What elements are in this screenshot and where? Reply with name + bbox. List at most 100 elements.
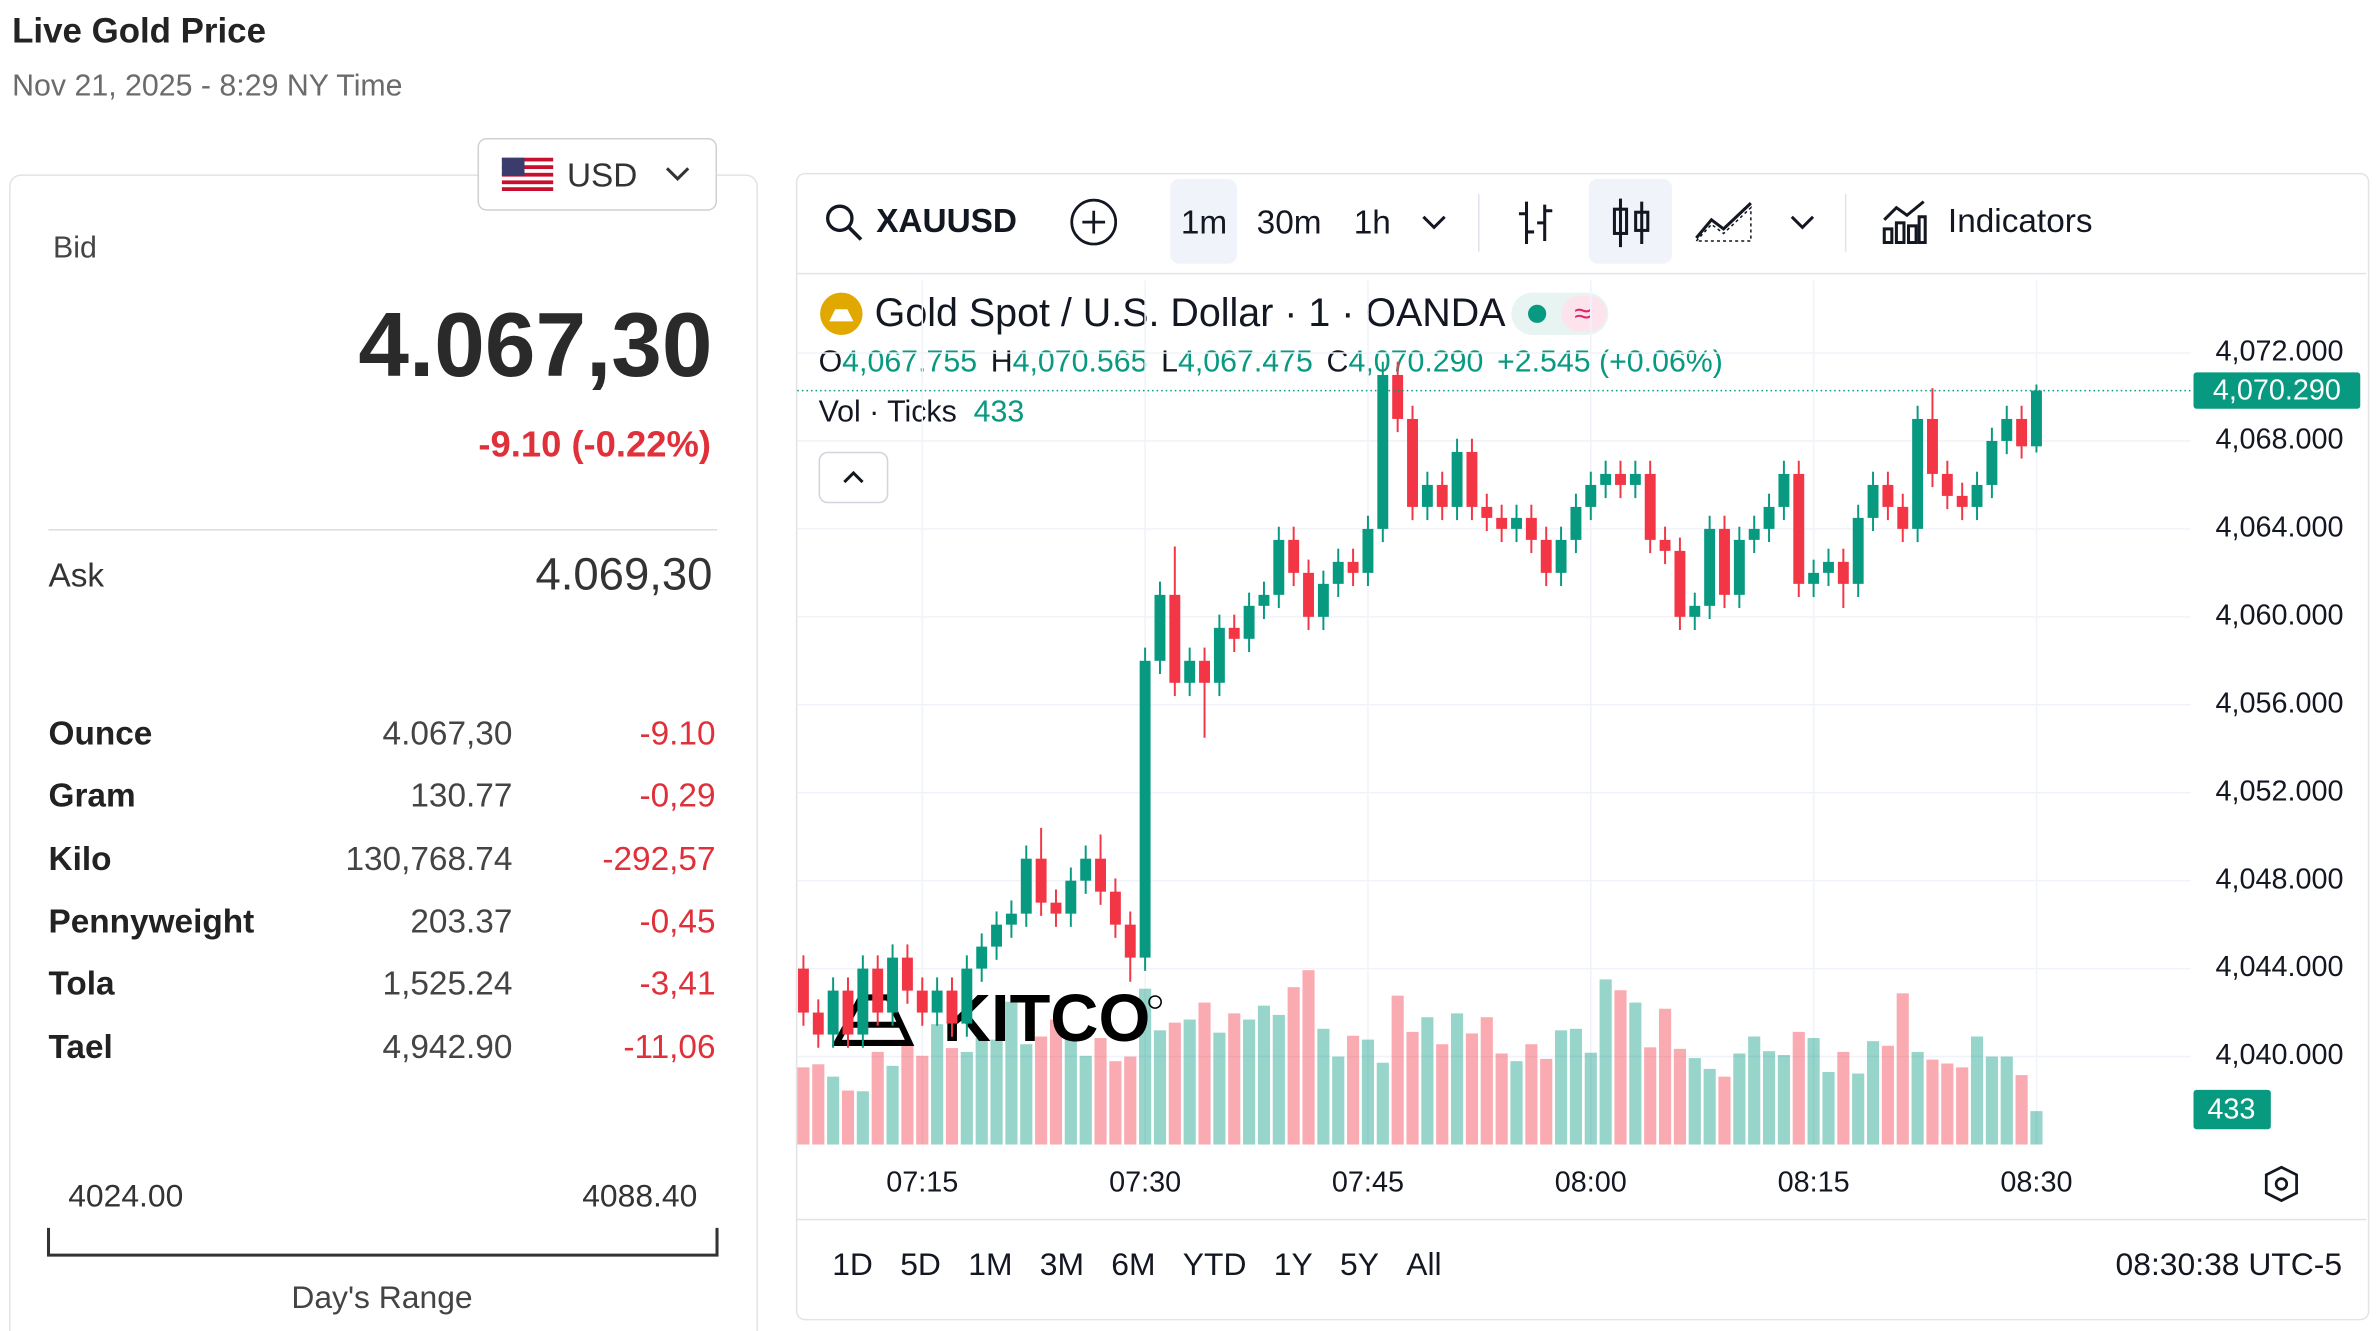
volume-bar	[841, 1090, 855, 1145]
range-button[interactable]: 1M	[968, 1247, 1013, 1283]
volume-bar	[1852, 1073, 1865, 1145]
search-icon[interactable]	[823, 202, 865, 244]
chevron[interactable]	[1790, 215, 1815, 230]
range-button[interactable]: 6M	[1111, 1247, 1156, 1283]
candle-body	[1763, 506, 1775, 529]
x-tick-label: 08:00	[1555, 1167, 1627, 1199]
range-button[interactable]: 1Y	[1273, 1247, 1313, 1283]
volume-tag-label: 433	[2207, 1094, 2255, 1126]
unit-change: -292,57	[602, 839, 716, 878]
candle-body	[1585, 484, 1597, 507]
bars-icon[interactable]	[1514, 199, 1556, 248]
candle-body	[1704, 528, 1716, 606]
volume-bar	[1049, 1019, 1063, 1145]
indicators[interactable]: Indicators	[1947, 201, 2093, 240]
volume-bar	[1599, 979, 1612, 1145]
symbol[interactable]: XAUUSD	[876, 201, 1018, 240]
volume-bar	[1421, 1017, 1434, 1145]
candle-body	[1317, 583, 1329, 617]
status-pill: ≈	[1511, 292, 1609, 336]
unit-change: -0,45	[639, 901, 716, 940]
volume-bar	[1332, 1056, 1345, 1145]
status-icons: ≈	[1528, 295, 1607, 332]
candle-body	[1733, 539, 1745, 595]
candle-body	[1555, 539, 1567, 573]
volume-bar	[1317, 1028, 1330, 1145]
range-button[interactable]: 1D	[832, 1247, 873, 1283]
y-tick-label: 4,072.000	[2215, 336, 2343, 368]
volume-bar	[1688, 1058, 1701, 1145]
area-icon[interactable]	[1693, 199, 1754, 244]
unit-name: Tola	[48, 964, 115, 1003]
candle-body	[1184, 660, 1196, 683]
volume-bar	[1629, 1002, 1642, 1145]
unit-name: Gram	[48, 776, 136, 815]
interval-active[interactable]	[1170, 178, 1237, 264]
legend-title: Gold Spot / U.S. Dollar · 1 · OANDA	[874, 289, 1506, 336]
candle-body	[1897, 506, 1909, 529]
candle-body	[797, 968, 809, 1013]
candle-body	[991, 924, 1003, 947]
candle-body	[1941, 473, 1953, 496]
volume-bar	[2000, 1056, 2013, 1145]
candle-body	[812, 1012, 824, 1035]
volume-bar	[797, 1067, 810, 1145]
candle-body	[1600, 473, 1612, 485]
volume-bar	[1970, 1036, 1984, 1145]
unit-price: 4,942.90	[382, 1027, 513, 1065]
unit-change: -9.10	[639, 713, 716, 752]
candle-body	[1288, 539, 1300, 573]
volume-bar	[1748, 1036, 1761, 1145]
volume-bar	[1451, 1013, 1464, 1145]
volume-bar	[1139, 988, 1152, 1145]
volume-bar	[931, 1024, 944, 1145]
candles	[797, 361, 2042, 1048]
unit-name: Pennyweight	[48, 901, 255, 940]
ohlc-key: H	[990, 345, 1013, 379]
ohlc-value: 4,067.755	[842, 345, 978, 379]
add-icon[interactable]	[1069, 197, 1119, 247]
range-button[interactable]: 3M	[1039, 1247, 1085, 1283]
candle-body	[1273, 539, 1285, 595]
volume-bar	[1762, 1051, 1776, 1145]
range-label: Day's Range	[291, 1280, 473, 1316]
candle-body	[1659, 539, 1671, 551]
currency: USD	[566, 156, 638, 195]
settings-icon[interactable]	[2264, 1165, 2298, 1203]
candle-body	[1243, 605, 1255, 639]
y-tick-label: 4,048.000	[2215, 863, 2343, 895]
watermark-text: KITCO	[943, 982, 1150, 1056]
volume-bar	[1020, 1044, 1033, 1145]
interval[interactable]: 1m	[1180, 203, 1228, 242]
volume-bar	[1495, 1053, 1508, 1145]
volume-bar	[1555, 1030, 1568, 1145]
candle-body	[1867, 484, 1879, 518]
range-button[interactable]: 5D	[900, 1247, 941, 1283]
chevron[interactable]	[1422, 215, 1446, 230]
indicators-icon[interactable]	[1880, 199, 1929, 245]
candle-body	[827, 990, 839, 1035]
volume-bar	[1347, 1035, 1360, 1145]
interval[interactable]: 1h	[1353, 203, 1391, 242]
volume-tag	[2193, 1089, 2271, 1130]
gold-icon	[820, 292, 863, 336]
candle-body	[1065, 880, 1077, 914]
range-button[interactable]: 5Y	[1340, 1247, 1379, 1283]
unit-price: 4.067,30	[382, 713, 513, 752]
y-tick-label: 4,060.000	[2215, 599, 2343, 631]
candle-body	[1823, 561, 1834, 573]
currency-select[interactable]: USD	[477, 137, 718, 211]
volume-bar	[975, 1038, 988, 1145]
volume-bar	[1777, 1055, 1790, 1145]
candle-body	[946, 990, 958, 1024]
candles-icon[interactable]	[1610, 197, 1652, 249]
volume-bar	[1703, 1068, 1716, 1145]
collapse-button[interactable]	[818, 451, 889, 504]
volume-bar	[1941, 1063, 1954, 1145]
interval[interactable]: 30m	[1256, 203, 1322, 242]
title: Live Gold Price	[12, 10, 266, 51]
range-button[interactable]: YTD	[1182, 1247, 1247, 1283]
range-button[interactable]: All	[1406, 1247, 1442, 1283]
volume-bar	[1540, 1058, 1553, 1145]
chart-type-active[interactable]	[1588, 178, 1673, 264]
